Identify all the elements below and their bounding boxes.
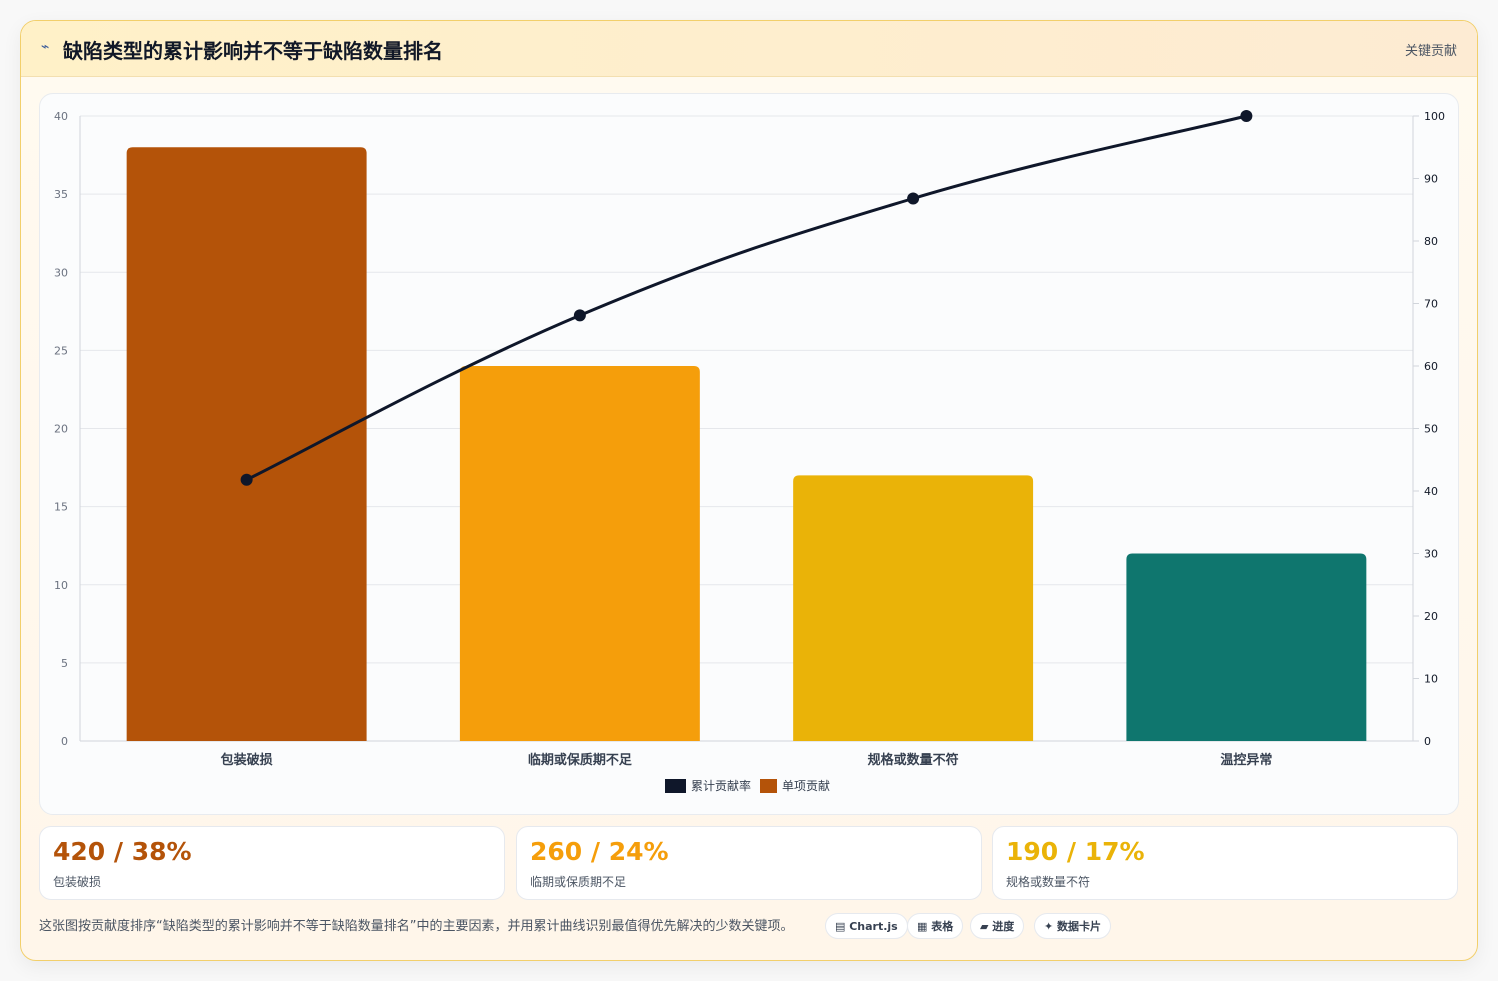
legend-label: 累计贡献率 xyxy=(691,778,751,793)
legend-label: 单项贡献 xyxy=(782,778,830,793)
y-tick-label: 0 xyxy=(61,735,68,748)
card-header: ⌁ 缺陷类型的累计影响并不等于缺陷数量排名 关键贡献 xyxy=(21,21,1477,77)
y-tick-label: 35 xyxy=(54,188,68,201)
y2-tick-label: 100 xyxy=(1424,110,1445,123)
cumulative-point xyxy=(907,192,920,205)
y-tick-label: 30 xyxy=(54,266,68,279)
y2-tick-label: 90 xyxy=(1424,173,1438,186)
chip-chartjs[interactable]: ▤ Chart.js xyxy=(825,913,908,939)
pareto-chart: 0 5 10 15 20 25 30 35 40 0 10 20 30 40 50 60 70 80 90 100 包装… xyxy=(54,110,1445,793)
x-tick-label: 临期或保质期不足 xyxy=(528,752,633,768)
stat-label-1: 包装破损 xyxy=(53,875,102,889)
bar xyxy=(793,475,1034,741)
y-tick-label: 10 xyxy=(54,579,68,592)
y2-tick-label: 0 xyxy=(1424,735,1431,748)
y-tick-label: 20 xyxy=(54,423,68,436)
legend-swatch xyxy=(760,779,777,793)
cumulative-line xyxy=(245,114,1247,482)
stat-value-2: 260 / 24% xyxy=(530,837,669,866)
y-tick-label: 40 xyxy=(54,110,68,123)
stat-label-2: 临期或保质期不足 xyxy=(530,875,627,889)
stat-card-2: 260 / 24% 临期或保质期不足 xyxy=(516,826,982,900)
stat-value-3: 190 / 17% xyxy=(1006,837,1145,866)
y2-tick-label: 10 xyxy=(1424,673,1438,686)
chart-card: ⌁ 缺陷类型的累计影响并不等于缺陷数量排名 关键贡献 0 5 10 15 20 25 30 3… xyxy=(20,20,1478,961)
x-tick-label: 规格或数量不符 xyxy=(868,752,959,768)
chart-title: 缺陷类型的累计影响并不等于缺陷数量排名 xyxy=(63,39,443,63)
trend-icon: ⌁ xyxy=(41,39,50,55)
y2-tick-label: 50 xyxy=(1424,423,1438,436)
chart-description: 这张图按贡献度排序“缺陷类型的累计影响并不等于缺陷数量排名”中的主要因素，并用累… xyxy=(39,919,794,934)
stat-value-1: 420 / 38% xyxy=(53,837,192,866)
chart-panel: 0 5 10 15 20 25 30 35 40 0 10 20 30 40 50 60 70 80 90 100 包装… xyxy=(39,93,1459,815)
cumulative-point xyxy=(1240,110,1253,122)
y-tick-label: 15 xyxy=(54,501,68,514)
bar xyxy=(1126,553,1367,741)
cumulative-point xyxy=(240,473,253,486)
y2-tick-label: 80 xyxy=(1424,235,1438,248)
chip-table[interactable]: ▦ 表格 xyxy=(907,913,964,939)
stat-card-1: 420 / 38% 包装破损 xyxy=(39,826,505,900)
y2-tick-label: 40 xyxy=(1424,485,1438,498)
header-tag: 关键贡献 xyxy=(1404,44,1457,59)
legend-swatch xyxy=(665,779,686,793)
y2-tick-label: 60 xyxy=(1424,360,1438,373)
y2-tick-label: 70 xyxy=(1424,298,1438,311)
bar xyxy=(126,147,367,741)
x-tick-label: 温控异常 xyxy=(1220,752,1272,768)
y-tick-label: 5 xyxy=(61,657,68,670)
y2-tick-label: 30 xyxy=(1424,548,1438,561)
chip-data-card[interactable]: ✦ 数据卡片 xyxy=(1034,913,1112,939)
x-tick-label: 包装破损 xyxy=(221,752,273,768)
stat-label-3: 规格或数量不符 xyxy=(1006,875,1091,889)
stat-card-3: 190 / 17% 规格或数量不符 xyxy=(992,826,1458,900)
y2-tick-label: 20 xyxy=(1424,610,1438,623)
bar xyxy=(459,366,700,741)
chip-progress[interactable]: ▰ 进度 xyxy=(970,913,1025,939)
cumulative-point xyxy=(573,309,586,322)
y-tick-label: 25 xyxy=(54,344,68,357)
